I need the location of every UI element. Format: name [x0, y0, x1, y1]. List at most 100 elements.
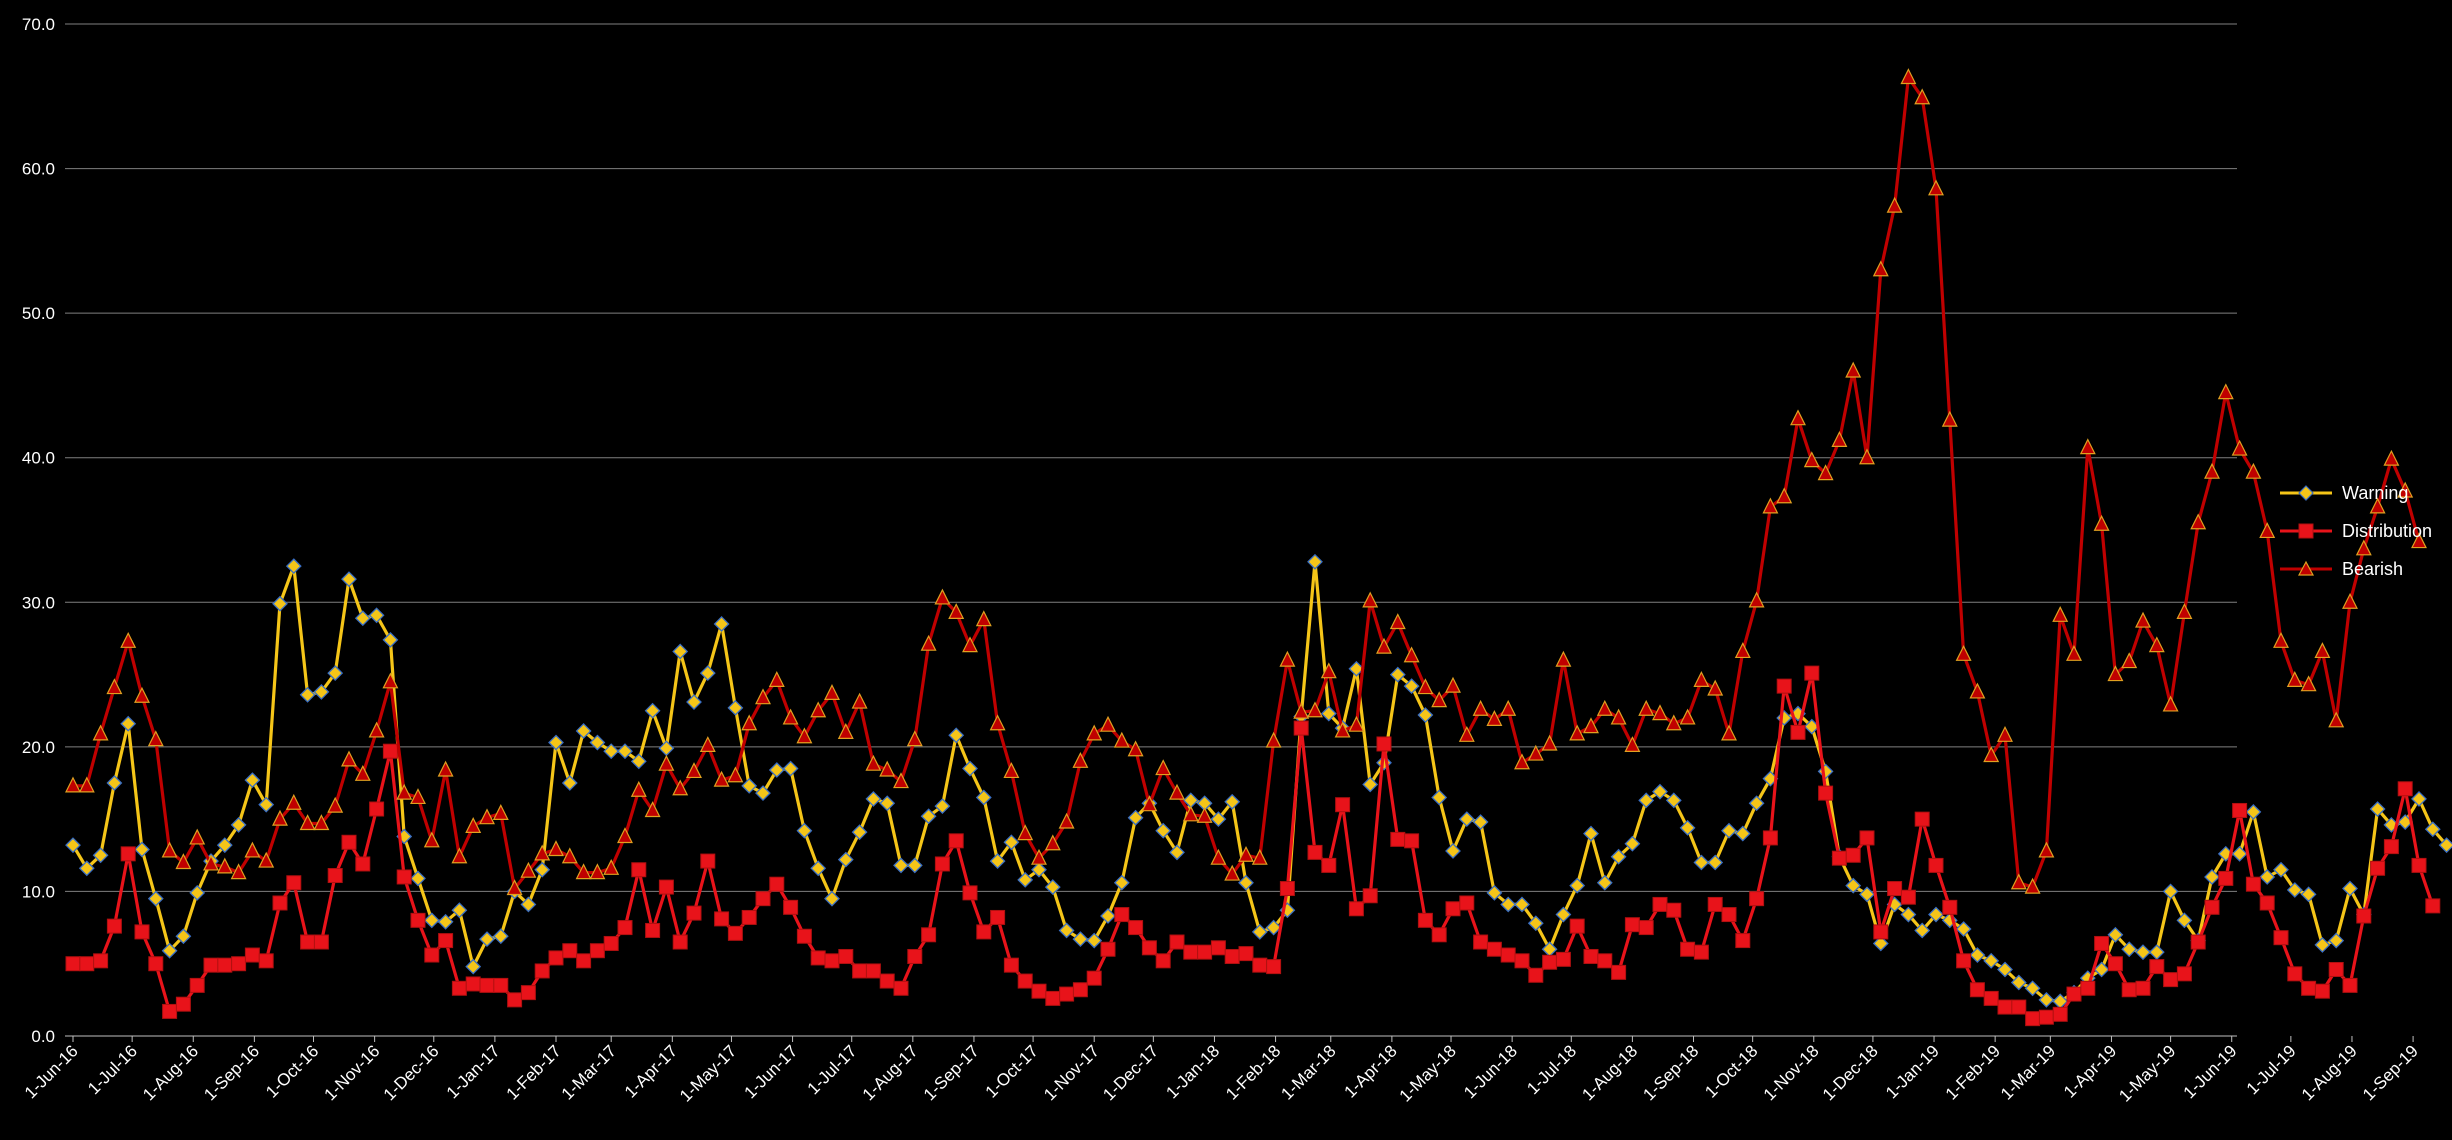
bearish-point — [1251, 848, 1268, 865]
bearish-point — [1514, 753, 1530, 770]
distribution-point — [1611, 964, 1627, 980]
warning-point — [2162, 883, 2179, 900]
bearish-point — [216, 857, 233, 874]
bearish-point — [1293, 702, 1310, 719]
distribution-point — [1500, 947, 1516, 963]
distribution-point — [1445, 901, 1461, 917]
distribution-point — [424, 947, 440, 963]
bearish-point — [948, 603, 965, 620]
warning-point — [934, 798, 951, 815]
bearish-point — [1224, 864, 1241, 881]
distribution-point — [2259, 895, 2275, 911]
warning-point — [1693, 854, 1710, 871]
warning-point — [492, 928, 509, 945]
distribution-point — [2121, 982, 2137, 998]
distribution-point — [355, 856, 371, 872]
distribution-point — [396, 869, 412, 885]
distribution-point — [134, 924, 150, 940]
distribution-point — [438, 933, 454, 949]
distribution-point — [507, 992, 523, 1008]
distribution-point — [796, 928, 812, 944]
y-tick-label: 30.0 — [22, 593, 55, 612]
warning-point — [1044, 879, 1061, 896]
warning-point — [644, 702, 661, 719]
distribution-point — [465, 976, 481, 992]
warning-point — [1307, 553, 1323, 570]
distribution-point — [2025, 1011, 2041, 1027]
bearish-point — [644, 801, 661, 818]
bearish-point — [1734, 642, 1751, 659]
x-tick-label: 1-Apr-19 — [2060, 1041, 2120, 1101]
distribution-point — [327, 868, 343, 884]
bearish-point — [1624, 736, 1641, 753]
bearish-point — [837, 723, 854, 740]
y-tick-label: 60.0 — [22, 160, 55, 179]
distribution-point — [1404, 833, 1420, 849]
distribution-point — [120, 846, 136, 862]
bearish-point — [1500, 699, 1517, 716]
bearish-point — [630, 780, 647, 797]
bearish-point — [1721, 724, 1737, 741]
distribution-point — [2383, 839, 2399, 855]
x-tick-label: 1-Nov-17 — [1040, 1041, 1103, 1104]
distribution-point — [617, 920, 633, 936]
distribution-point — [1652, 896, 1668, 912]
warning-point — [161, 942, 178, 959]
bearish-point — [589, 863, 606, 880]
bearish-point — [1707, 679, 1724, 696]
bearish-point — [382, 672, 399, 689]
warning-point — [1320, 705, 1337, 722]
distribution-point — [1845, 847, 1861, 863]
distribution-point — [493, 977, 509, 993]
warning-point — [120, 715, 137, 732]
x-tick-label: 1-Nov-18 — [1760, 1041, 1823, 1104]
distribution-point — [1776, 678, 1792, 694]
bearish-point — [1348, 715, 1365, 732]
bearish-point — [1265, 731, 1282, 748]
distribution-point — [2411, 857, 2427, 873]
distribution-point — [962, 885, 978, 901]
distribution-point — [1279, 881, 1295, 897]
distribution-point — [976, 924, 992, 940]
bearish-point — [2328, 711, 2345, 728]
distribution-point — [2135, 980, 2151, 996]
warning-point — [1652, 783, 1668, 800]
distribution-point — [686, 905, 702, 921]
x-tick-label: 1-Dec-17 — [1099, 1041, 1162, 1104]
distribution-point — [2232, 802, 2248, 818]
warning-point — [948, 727, 965, 744]
distribution-point — [1045, 990, 1061, 1006]
warning-point — [2148, 944, 2165, 961]
warning-point — [561, 775, 578, 791]
bearish-point — [2135, 611, 2151, 628]
warning-point — [216, 837, 233, 854]
bearish-point — [2259, 522, 2276, 539]
distribution-point — [1486, 941, 1502, 957]
x-tick-label: 1-Jul-18 — [1523, 1041, 1580, 1098]
bearish-point — [2204, 462, 2220, 479]
bearish-point — [2231, 439, 2248, 456]
bearish-point — [2176, 603, 2193, 620]
bearish-point — [1100, 715, 1116, 732]
warning-point — [1969, 947, 1986, 963]
distribution-point — [1431, 927, 1447, 943]
x-tick-label: 1-Feb-19 — [1942, 1041, 2004, 1103]
distribution-point — [921, 927, 937, 943]
bearish-point — [1983, 746, 2000, 763]
warning-point — [2107, 926, 2124, 943]
bearish-point — [1928, 179, 1944, 196]
distribution-point — [631, 862, 647, 878]
bearish-point — [755, 688, 771, 705]
bearish-point — [617, 827, 633, 844]
x-tick-label: 1-May-19 — [2115, 1041, 2179, 1105]
warning-point — [175, 928, 192, 945]
bearish-point — [2273, 631, 2289, 648]
distribution-point — [1514, 953, 1530, 969]
bearish-point — [2093, 514, 2110, 531]
warning-point — [630, 753, 647, 770]
warning-point — [575, 723, 592, 739]
warning-point — [520, 896, 537, 913]
bearish-point — [2148, 636, 2165, 653]
warning-point — [906, 857, 923, 874]
warning-point — [2038, 991, 2055, 1008]
